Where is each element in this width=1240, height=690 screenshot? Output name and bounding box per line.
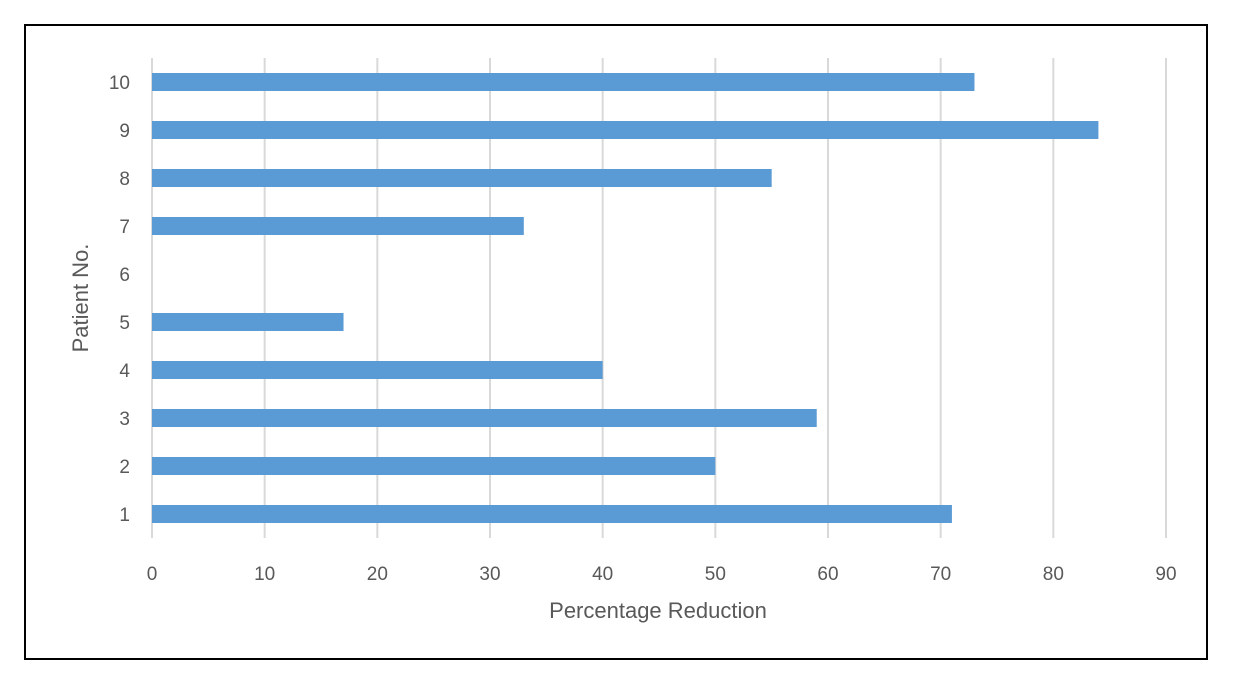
bar-patient-9 [152, 121, 1099, 139]
y-tick-label: 3 [119, 409, 130, 430]
y-tick-label: 5 [119, 313, 130, 334]
x-axis-title: Percentage Reduction [549, 598, 767, 623]
x-tick-label: 20 [367, 564, 388, 585]
bar-patient-3 [152, 409, 817, 427]
x-tick-label: 40 [592, 564, 613, 585]
y-tick-label: 10 [109, 73, 130, 94]
y-tick-label: 1 [119, 505, 130, 526]
bar-patient-7 [152, 217, 524, 235]
x-tick-label: 50 [705, 564, 726, 585]
x-tick-label: 70 [930, 564, 951, 585]
y-tick-label: 4 [119, 361, 130, 382]
y-tick-labels: 1 2 3 4 5 6 7 8 9 10 [109, 73, 131, 526]
x-tick-label: 60 [817, 564, 838, 585]
bar-patient-5 [152, 313, 344, 331]
x-tick-label: 90 [1155, 564, 1176, 585]
bar-patient-2 [152, 457, 716, 475]
x-tick-label: 10 [254, 564, 275, 585]
x-tick-label: 30 [479, 564, 500, 585]
bar-patient-8 [152, 169, 772, 187]
bars [152, 73, 1099, 523]
y-tick-label: 2 [119, 457, 130, 478]
y-tick-label: 8 [119, 169, 130, 190]
y-tick-label: 6 [119, 265, 130, 286]
x-tick-labels: 0 10 20 30 40 50 60 70 80 90 [147, 564, 1177, 585]
bar-patient-4 [152, 361, 603, 379]
bar-patient-1 [152, 505, 952, 523]
x-tick-label: 80 [1043, 564, 1064, 585]
y-tick-label: 9 [119, 121, 130, 142]
bar-patient-10 [152, 73, 975, 91]
y-tick-label: 7 [119, 217, 130, 238]
x-tick-label: 0 [147, 564, 158, 585]
y-axis-title: Patient No. [68, 244, 93, 353]
